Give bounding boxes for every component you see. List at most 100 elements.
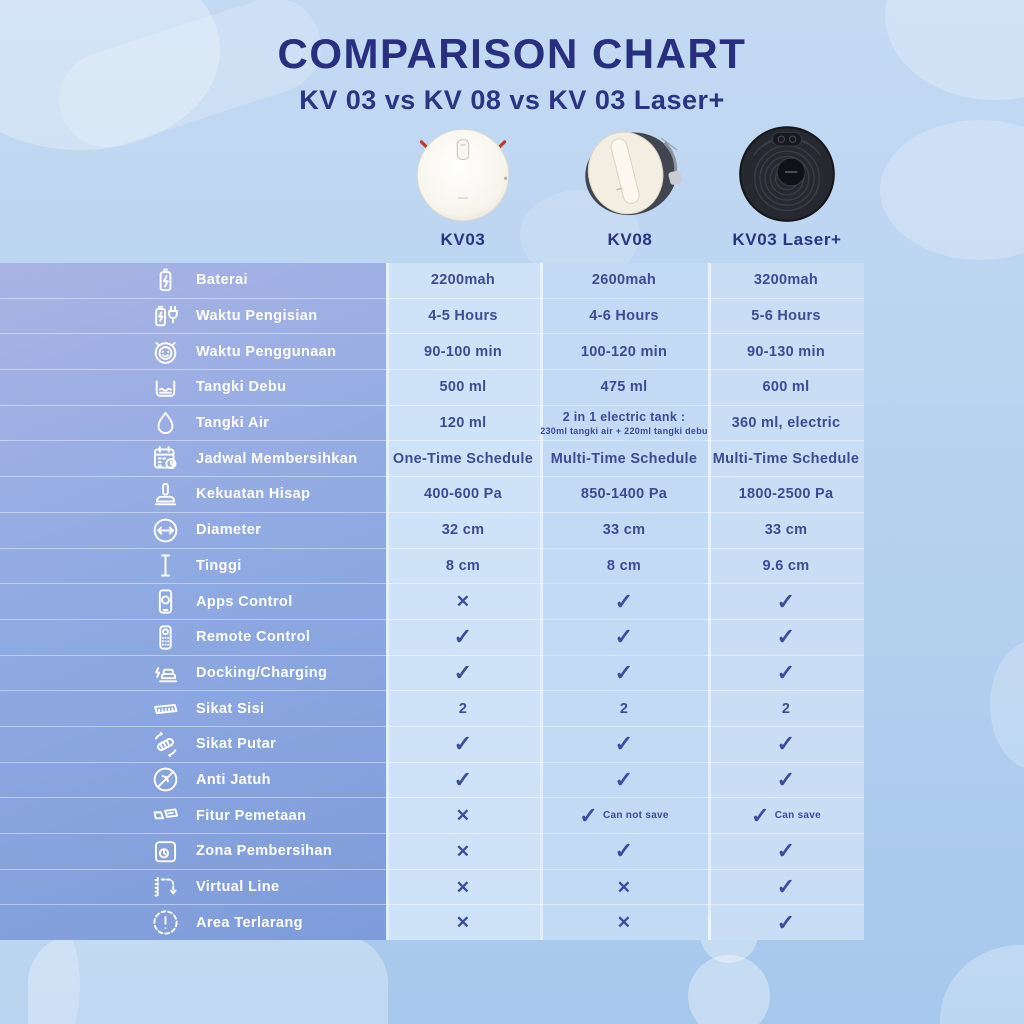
value-cell-kv08: 100-120 min	[540, 334, 708, 369]
feature-label: Baterai	[196, 272, 248, 289]
anti-fall-icon	[150, 764, 181, 795]
table-row: Baterai 2200mah 2600mah 3200mah	[0, 263, 864, 299]
feature-label: Tangki Air	[196, 415, 270, 432]
value-cell-kv08: ✓	[540, 727, 708, 762]
value-text: 2 in 1 electric tank :	[562, 410, 686, 425]
feature-cell: Area Terlarang	[0, 905, 386, 940]
value-subtext: 230ml tangki air + 220ml tangki debu	[540, 425, 708, 436]
kv03-product-image	[416, 128, 510, 222]
table-row: Docking/Charging ✓ ✓ ✓	[0, 656, 864, 692]
value-text: 100-120 min	[580, 343, 668, 360]
value-cell-kv03: ✕	[386, 905, 540, 940]
feature-cell: Remote Control	[0, 620, 386, 655]
virtual-line-icon	[150, 872, 181, 903]
feature-cell: Kekuatan Hisap	[0, 477, 386, 512]
value-text: 2200mah	[430, 272, 496, 289]
decorative-blob	[28, 935, 388, 1024]
value-cell-kv03-laser: ✓	[708, 834, 864, 869]
cross-mark: ✕	[455, 913, 471, 933]
page-subtitle: KV 03 vs KV 08 vs KV 03 Laser+	[299, 85, 725, 115]
check-mark: ✓	[776, 838, 796, 864]
value-cell-kv03: ✓	[386, 763, 540, 798]
value-text: 3200mah	[753, 272, 819, 289]
feature-cell: Jadwal Membersihkan	[0, 441, 386, 476]
feature-label: Kekuatan Hisap	[196, 486, 311, 503]
value-cell-kv03-laser: ✓	[708, 763, 864, 798]
dust-tank-icon	[150, 372, 181, 403]
value-text: 360 ml, electric	[731, 415, 841, 432]
value-cell-kv08: ✕	[540, 870, 708, 905]
value-note: Can save	[774, 810, 822, 822]
feature-cell: Tangki Debu	[0, 370, 386, 405]
water-tank-icon	[150, 408, 181, 439]
column-bg-kv03-laser	[711, 263, 864, 940]
battery-icon	[150, 265, 181, 296]
docking-icon	[150, 657, 181, 688]
value-text: 2600mah	[591, 272, 657, 289]
feature-label: Sikat Putar	[196, 736, 277, 753]
charging-time-icon	[150, 301, 181, 332]
value-cell-kv08: ✕	[540, 905, 708, 940]
feature-label: Fitur Pemetaan	[196, 807, 307, 824]
check-mark: ✓	[614, 624, 634, 650]
decorative-blob	[940, 945, 1024, 1024]
table-row: Zona Pembersihan ✕ ✓ ✓	[0, 834, 864, 870]
table-row: Sikat Putar ✓ ✓ ✓	[0, 727, 864, 763]
feature-cell: Baterai	[0, 263, 386, 298]
value-text: 400-600 Pa	[424, 486, 502, 503]
value-cell-kv08: 4-6 Hours	[540, 299, 708, 334]
value-cell-kv08: ✓	[540, 620, 708, 655]
value-cell-kv08: ✓	[540, 656, 708, 691]
table-row: Waktu Pengisian 4-5 Hours 4-6 Hours 5-6 Hou…	[0, 299, 864, 335]
value-cell-kv03-laser: 2	[708, 691, 864, 726]
kv03-laser-product-image	[739, 126, 835, 222]
check-mark: ✓	[776, 659, 796, 685]
value-cell-kv03: ✓	[386, 656, 540, 691]
table-rows: Baterai 2200mah 2600mah 3200mah Waktu Pengis…	[0, 263, 864, 940]
check-mark: ✓	[614, 659, 634, 685]
apps-control-icon	[150, 586, 181, 617]
feature-cell: Sikat Putar	[0, 727, 386, 762]
feature-cell: Zona Pembersihan	[0, 834, 386, 869]
cross-mark: ✕	[455, 841, 471, 861]
feature-label-band	[0, 263, 386, 940]
value-cell-kv03-laser: ✓	[708, 584, 864, 619]
value-text: 600 ml	[762, 379, 810, 396]
feature-label: Tangki Debu	[196, 379, 287, 396]
value-cell-kv03: 2200mah	[386, 263, 540, 298]
feature-label: Virtual Line	[196, 879, 280, 896]
diameter-icon	[150, 515, 181, 546]
value-text: 120 ml	[439, 415, 487, 432]
check-mark: ✓	[776, 624, 796, 650]
table-row: Apps Control ✕ ✓ ✓	[0, 584, 864, 620]
decorative-blob	[990, 640, 1024, 770]
value-cell-kv03: 90-100 min	[386, 334, 540, 369]
value-cell-kv08: 2	[540, 691, 708, 726]
kv08-product-image	[585, 131, 682, 216]
value-text: Multi-Time Schedule	[712, 450, 860, 467]
value-cell-kv03-laser: 90-130 min	[708, 334, 864, 369]
table-row: Fitur Pemetaan ✕ ✓ Can not save ✓ Can save	[0, 798, 864, 834]
value-text: 5-6 Hours	[751, 308, 821, 325]
value-text: 1800-2500 Pa	[738, 486, 834, 503]
check-mark: ✓	[776, 909, 796, 935]
check-mark: ✓	[614, 838, 634, 864]
column-separator	[540, 263, 543, 940]
value-text: 8 cm	[445, 557, 481, 574]
remote-control-icon	[150, 622, 181, 653]
cross-mark: ✕	[616, 877, 632, 897]
value-cell-kv03-laser: ✓	[708, 727, 864, 762]
value-cell-kv03-laser: ✓	[708, 620, 864, 655]
feature-cell: Apps Control	[0, 584, 386, 619]
column-separator	[386, 263, 389, 940]
product-name-kv03: KV03	[440, 230, 486, 249]
check-mark: ✓	[776, 588, 796, 614]
value-cell-kv08: Multi-Time Schedule	[540, 441, 708, 476]
side-brush-icon	[150, 693, 181, 724]
column-bg-kv03	[389, 263, 540, 940]
feature-label: Tinggi	[196, 557, 242, 574]
height-icon	[150, 550, 181, 581]
mapping-icon	[150, 800, 181, 831]
value-text: 475 ml	[600, 379, 648, 396]
column-bg-kv08	[543, 263, 708, 940]
